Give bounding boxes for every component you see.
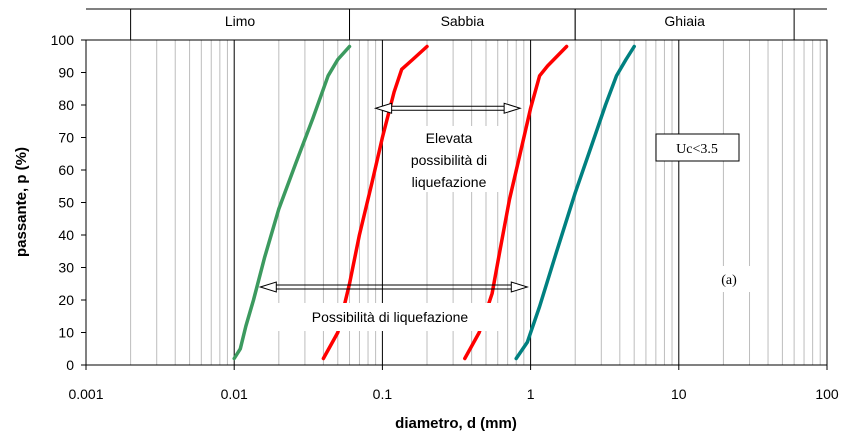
grading-curve [514, 44, 636, 361]
panel-label-box [707, 266, 751, 292]
x-tick-label: 0.1 [373, 386, 393, 402]
x-tick-label: 0.01 [221, 386, 248, 402]
y-tick-label: 50 [58, 195, 74, 211]
soil-band-box [130, 8, 351, 41]
uc-label: Uc<3.5 [676, 142, 718, 157]
arrow-head-left [373, 102, 393, 114]
arrow-head-right [510, 281, 529, 293]
y-tick-label: 0 [66, 357, 74, 373]
arrow-head-right [503, 102, 522, 114]
soil-band-box [574, 8, 795, 41]
top-arrow-text-line1: Elevata [426, 130, 473, 146]
grading-curve [232, 44, 352, 361]
y-tick-label: 90 [58, 65, 74, 81]
panel-label: (a) [721, 273, 737, 288]
top-arrow-text-line3: liquefazione [412, 174, 487, 190]
bottom-arrow-text: Possibilità di liquefazione [312, 309, 469, 325]
x-tick-label: 10 [671, 386, 687, 402]
bottom-note-box [278, 303, 500, 331]
y-tick-label: 80 [58, 97, 74, 113]
x-tick-label: 0.001 [68, 386, 103, 402]
annotation-arrows [258, 102, 529, 293]
soil-classification-bands: Limo Sabbia Ghiaia [86, 8, 827, 41]
y-tick-label: 100 [51, 32, 75, 48]
y-tick-label: 10 [58, 325, 74, 341]
y-tick-label: 30 [58, 260, 74, 276]
top-arrow-text-line2: possibilità di [411, 152, 487, 168]
uc-label-box [655, 133, 740, 162]
x-tick-label: 1 [527, 386, 535, 402]
soil-band-label: Limo [225, 13, 256, 29]
x-tick-label: 100 [815, 386, 839, 402]
top-note-box [396, 126, 504, 192]
y-tick-label: 70 [58, 130, 74, 146]
y-tick-label: 40 [58, 227, 74, 243]
y-tick-label: 20 [58, 292, 74, 308]
arrow-head-left [258, 281, 277, 293]
x-axis-label: diametro, d (mm) [395, 415, 517, 432]
x-axis-ticks: 0.001 0.01 0.1 1 10 100 [68, 365, 839, 402]
soil-band-label: Sabbia [441, 13, 485, 29]
y-axis-ticks: 0 10 20 30 40 50 60 70 80 90 100 [51, 32, 86, 373]
y-axis-label: passante, p (%) [13, 147, 30, 257]
soil-band-label: Ghiaia [664, 13, 705, 29]
y-tick-label: 60 [58, 162, 74, 178]
